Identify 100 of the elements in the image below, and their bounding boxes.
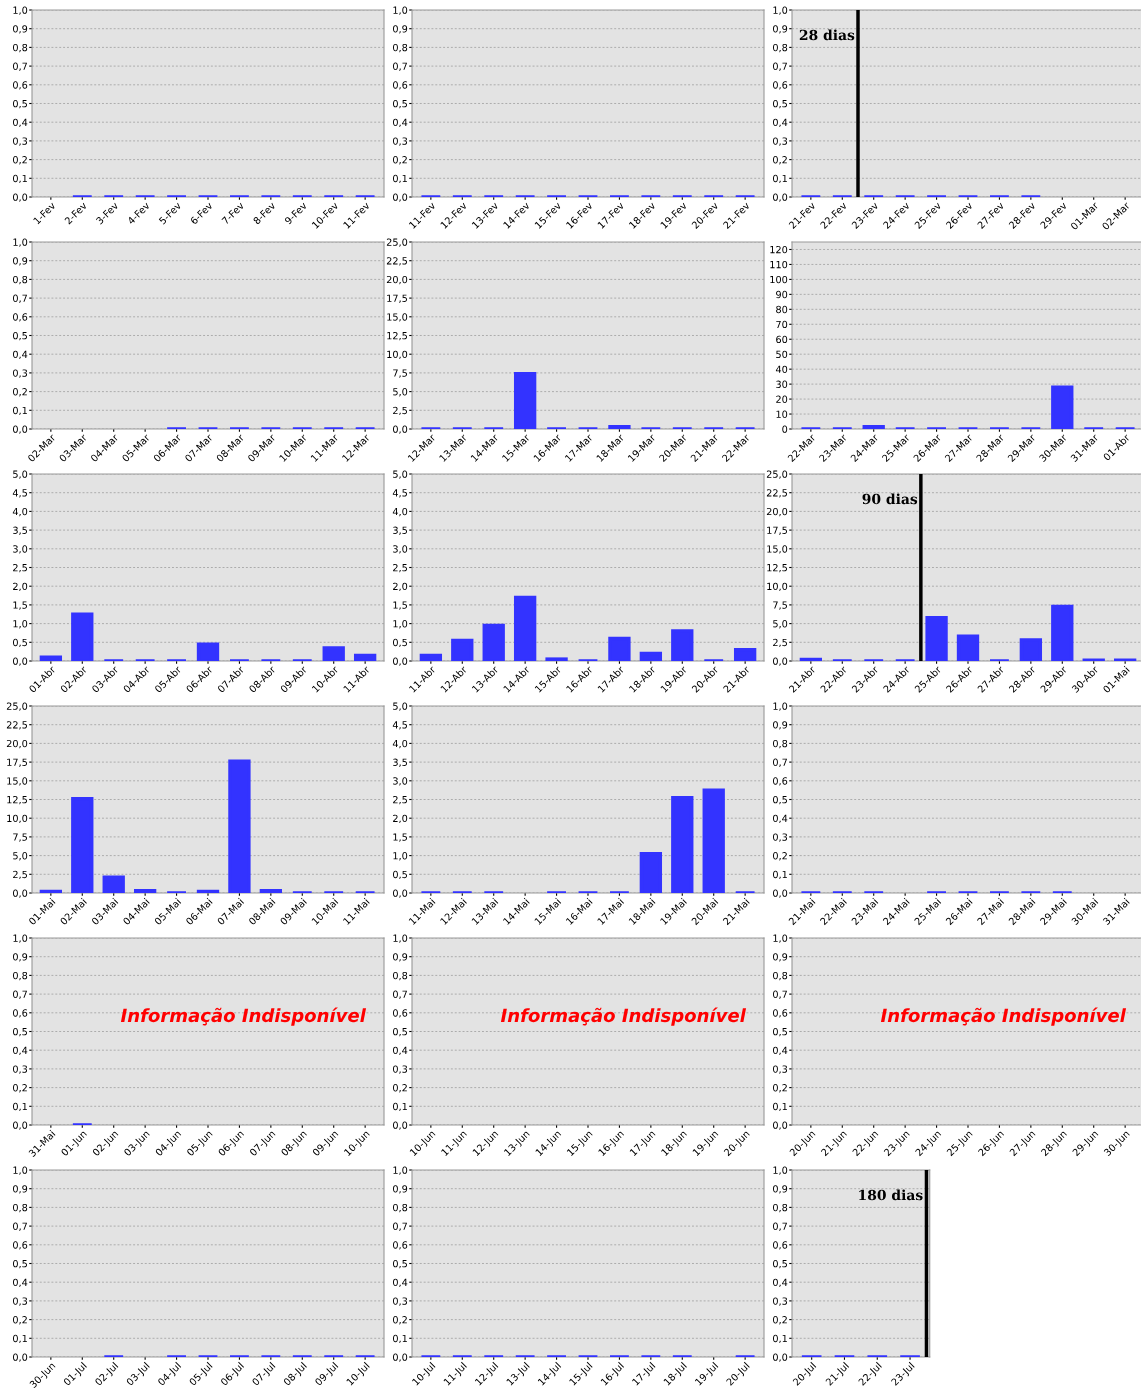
y-tick-label: 0,4 [393,1278,408,1288]
y-tick-label: 1,0 [393,934,408,943]
y-tick-label: 1,5 [13,601,27,610]
y-tick-label: 0,4 [13,350,28,360]
y-tick-label: 25,0 [766,470,788,479]
y-tick-label: 20,0 [6,739,28,749]
y-tick-label: 0,3 [773,833,788,842]
y-tick-label: 0,5 [13,638,27,648]
y-tick-label: 0,3 [773,1065,788,1074]
y-tick-label: 12,5 [387,331,407,341]
y-tick-label: 7,5 [13,833,27,842]
y-tick-label: 5,0 [13,470,28,479]
ref-line-label: 28 dias [799,29,855,41]
y-tick-label: 2,5 [13,870,27,880]
y-tick-label: 0,8 [393,1203,408,1213]
y-tick-label: 10,0 [7,814,28,824]
y-tick-label: 0,4 [13,1046,28,1056]
y-tick-label: 4,5 [12,489,27,498]
y-tick-label: 22,5 [6,721,27,730]
y-tick-label: 1,0 [13,934,28,943]
y-tick-label: 7,5 [393,369,407,378]
y-tick-label: 0,5 [393,1027,407,1037]
y-tick-label: 0,5 [13,331,27,341]
y-tick-label: 3,0 [393,777,408,786]
y-tick-label: 0,0 [393,1121,408,1130]
y-tick-label: 0,0 [13,1353,28,1362]
y-tick-label: 2,5 [13,563,27,573]
y-tick-label: 0,1 [393,1102,407,1112]
y-tick-label: 0,7 [13,990,27,999]
y-tick-label: 0,5 [13,99,27,109]
y-tick-label: 0,0 [13,889,28,898]
y-tick-label: 4,5 [392,489,407,498]
y-tick-label: 10 [776,410,788,418]
y-tick-label: 0,9 [13,1185,28,1194]
y-tick-label: 0,6 [773,1009,788,1018]
y-tick-label: 110 [770,260,788,269]
y-tick-label: 0,2 [773,156,787,165]
y-tick-label: 40 [775,365,788,373]
y-tick-label: 0,8 [13,43,28,53]
y-tick-label: 2,0 [393,814,408,824]
y-tick-label: 7,5 [773,601,787,610]
y-tick-label: 0,8 [13,971,28,981]
y-tick-label: 0,0 [13,193,28,202]
y-tick-label: 0,5 [13,1027,27,1037]
y-tick-label: 0,4 [13,1278,28,1288]
y-tick-label: 0,0 [13,1121,28,1130]
y-tick-label: 0,0 [393,889,408,898]
y-tick-label: 0,4 [773,1046,788,1056]
y-tick-label: 0,7 [13,62,27,71]
y-tick-label: 0,0 [773,889,788,898]
y-tick-label: 0,6 [393,81,408,90]
y-tick-label: 70 [776,320,788,329]
y-tick-label: 0,2 [393,1316,407,1325]
y-tick-label: 1,0 [13,6,28,15]
y-tick-label: 0,2 [393,156,407,165]
y-tick-label: 15,0 [767,545,788,554]
y-tick-label: 0,9 [393,1185,408,1194]
y-tick-label: 30 [776,380,788,388]
y-tick-label: 0,2 [773,1316,787,1325]
y-tick-label: 25,0 [386,238,408,247]
y-tick-label: 0,9 [773,25,788,34]
y-tick-label: 5,0 [393,388,408,397]
y-tick-label: 0,9 [13,953,28,962]
y-tick-label: 0,6 [13,313,28,322]
y-tick-label: 0,7 [773,1222,787,1231]
y-tick-label: 0,0 [773,1353,788,1362]
y-tick-label: 1,0 [13,1166,28,1175]
y-tick-label: 0,3 [13,369,28,378]
y-tick-label: 0,3 [13,1065,28,1074]
y-tick-label: 2,5 [393,795,407,805]
y-tick-label: 12,5 [767,563,787,573]
y-tick-label: 0,8 [773,971,788,981]
y-tick-label: 0,9 [13,25,28,34]
y-tick-label: 1,0 [393,1166,408,1175]
y-tick-label: 4,0 [392,739,408,749]
annotation: Informação Indisponível [500,1007,747,1026]
y-tick-label: 0,5 [393,870,407,880]
y-tick-label: 1,0 [773,702,788,711]
y-tick-label: 0,8 [13,1203,28,1213]
y-tick-label: 0,4 [393,1046,408,1056]
y-tick-label: 15,0 [7,777,28,786]
y-tick-label: 3,5 [393,526,407,535]
y-tick-label: 0,2 [13,1316,27,1325]
y-tick-label: 0,6 [13,1241,28,1250]
y-tick-label: 0,3 [13,1297,28,1306]
y-tick-label: 0,5 [773,1259,787,1269]
annotation: Informação Indisponível [120,1007,367,1026]
y-tick-label: 0,2 [13,156,27,165]
y-tick-label: 2,5 [773,638,787,648]
y-tick-label: 0,2 [773,852,787,861]
y-tick-label: 0,9 [773,721,788,730]
y-tick-label: 0,0 [773,657,788,666]
y-tick-label: 0,7 [13,294,27,303]
y-tick-label: 0,3 [393,137,408,146]
y-tick-label: 0,9 [13,257,28,266]
y-tick-label: 22,5 [766,489,787,498]
y-tick-label: 17,5 [767,526,787,535]
y-tick-label: 0,9 [773,953,788,962]
y-tick-label: 3,5 [13,526,27,535]
y-tick-label: 90 [776,290,788,299]
